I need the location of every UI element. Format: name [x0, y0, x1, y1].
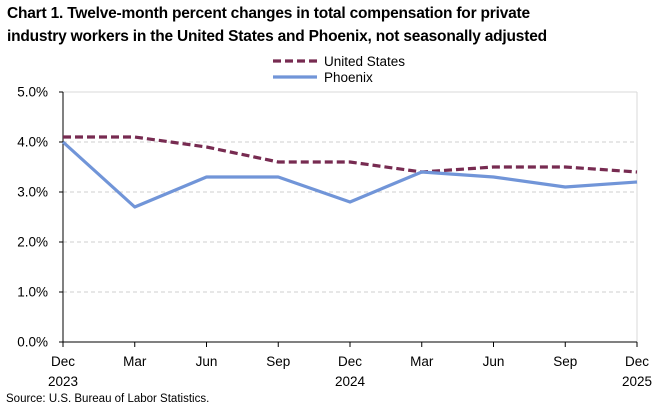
y-axis-tick-label: 3.0% [17, 185, 48, 200]
x-axis-year-label: 2023 [48, 374, 78, 389]
legend-label-united-states: United States [324, 53, 406, 69]
legend-label-phoenix: Phoenix [324, 69, 373, 85]
legend: United States Phoenix [272, 53, 405, 85]
united-states-dashed-line-icon [273, 59, 317, 63]
x-axis-tick-label: Dec [338, 354, 362, 369]
x-axis-tick-label: Dec [625, 354, 649, 369]
x-axis-tick-label: Sep [266, 354, 290, 369]
legend-item-united-states: United States [272, 53, 405, 69]
y-axis-tick-label: 0.0% [17, 335, 48, 350]
chart-title-line-1: Chart 1. Twelve-month percent changes in… [7, 5, 530, 22]
source-note: Source: U.S. Bureau of Labor Statistics. [6, 393, 210, 405]
legend-item-phoenix: Phoenix [272, 69, 405, 85]
y-axis-tick-label: 2.0% [17, 235, 48, 250]
x-axis-tick-label: Mar [410, 354, 434, 369]
x-axis-tick-label: Sep [553, 354, 577, 369]
chart-title: Chart 1. Twelve-month percent changes in… [7, 2, 667, 48]
x-axis-year-label: 2024 [335, 374, 366, 389]
y-axis-tick-label: 1.0% [17, 285, 48, 300]
x-axis-year-label: 2025 [622, 374, 652, 389]
x-axis-tick-label: Mar [123, 354, 147, 369]
phoenix-solid-line-icon [273, 75, 317, 79]
chart-title-line-2: industry workers in the United States an… [7, 28, 547, 45]
y-axis-tick-label: 4.0% [17, 135, 48, 150]
y-axis-tick-label: 5.0% [17, 85, 48, 100]
series-line-phoenix [61, 140, 638, 209]
x-axis-tick-label: Jun [483, 354, 505, 369]
x-axis-tick-label: Jun [196, 354, 218, 369]
series-line-united-states [63, 135, 638, 174]
x-axis-tick-label: Dec [51, 354, 75, 369]
